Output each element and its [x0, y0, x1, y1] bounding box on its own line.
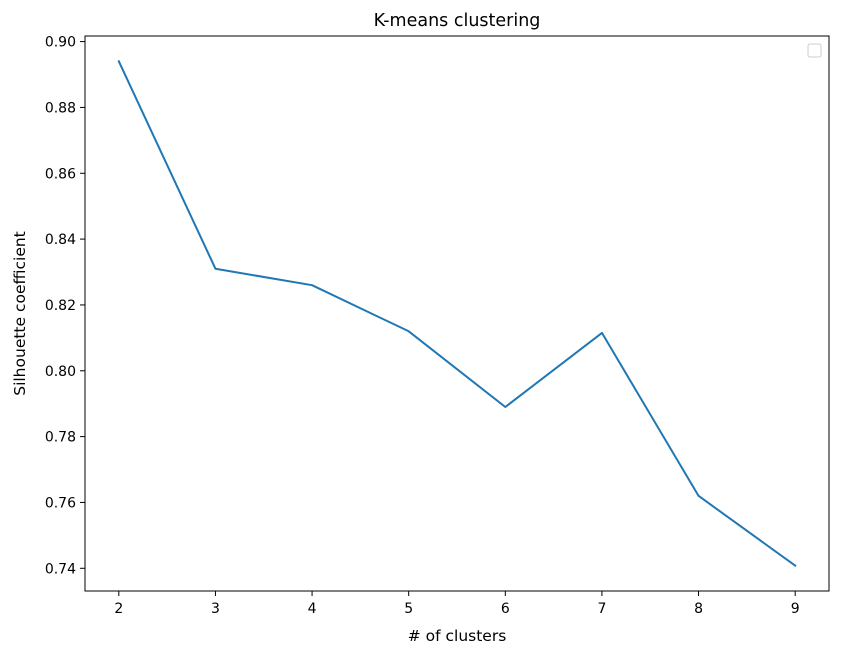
y-tick-label: 0.76	[45, 495, 76, 511]
y-axis-label: Silhouette coefficient	[11, 231, 29, 396]
y-tick-label: 0.88	[45, 100, 76, 116]
y-axis: 0.74 0.76 0.78 0.80 0.82 0.84 0.86 0.88 0.90	[45, 35, 85, 577]
y-tick-label: 0.84	[45, 232, 76, 248]
y-tick-label: 0.90	[45, 35, 76, 51]
x-tick-label: 5	[404, 601, 413, 617]
x-tick-label: 4	[308, 601, 317, 617]
x-tick-label: 2	[114, 601, 123, 617]
x-axis: 2 3 4 5 6 7 8 9	[114, 591, 800, 617]
x-axis-label: # of clusters	[408, 627, 507, 645]
plot-area-frame	[84, 35, 830, 592]
y-tick-label: 0.78	[45, 430, 76, 446]
y-tick-label: 0.86	[45, 166, 76, 182]
y-tick-label: 0.80	[45, 364, 76, 380]
legend	[807, 43, 822, 58]
x-tick-label: 7	[597, 601, 606, 617]
legend-box	[807, 43, 822, 58]
series-line-0	[117, 60, 797, 568]
series-layer	[117, 60, 797, 568]
y-tick-label: 0.82	[45, 298, 76, 314]
x-tick-label: 9	[791, 601, 800, 617]
x-tick-label: 8	[694, 601, 703, 617]
x-tick-label: 3	[211, 601, 220, 617]
y-tick-label: 0.74	[45, 561, 76, 577]
x-tick-label: 6	[501, 601, 510, 617]
chart-title: K-means clustering	[374, 11, 541, 31]
